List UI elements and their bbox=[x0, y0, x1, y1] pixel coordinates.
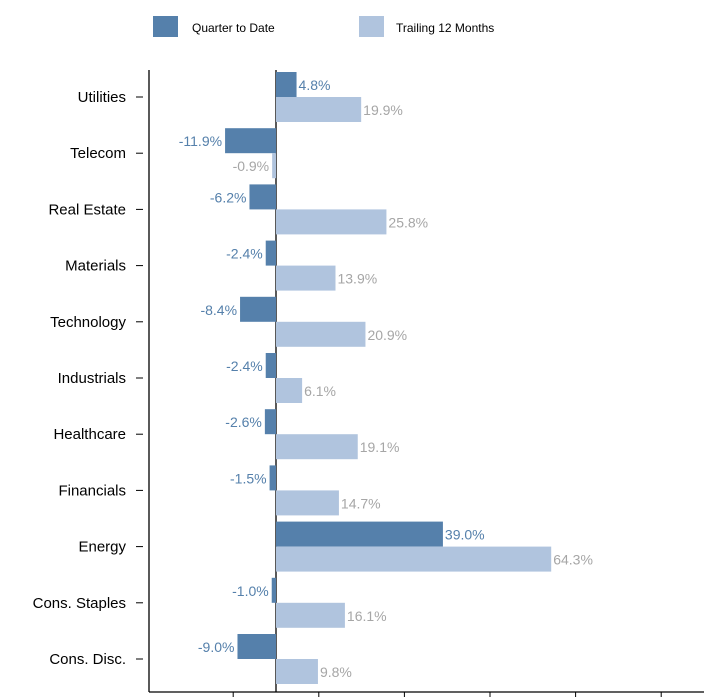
bar-1-3 bbox=[276, 265, 336, 291]
legend-label-0: Quarter to Date bbox=[192, 21, 275, 35]
legend-label-1: Trailing 12 Months bbox=[396, 21, 494, 35]
bar-1-1 bbox=[272, 153, 276, 179]
value-label-0-10: -9.0% bbox=[198, 639, 235, 655]
category-label-8: Energy bbox=[78, 539, 126, 556]
value-label-0-9: -1.0% bbox=[232, 583, 269, 599]
category-label-0: Utilities bbox=[78, 89, 126, 106]
value-label-1-3: 13.9% bbox=[337, 271, 377, 287]
legend: Quarter to Date Trailing 12 Months bbox=[153, 16, 494, 37]
value-label-0-5: -2.4% bbox=[226, 358, 263, 374]
bars bbox=[225, 72, 552, 684]
bar-0-8 bbox=[276, 521, 443, 547]
bar-1-10 bbox=[276, 659, 318, 684]
value-label-0-6: -2.6% bbox=[225, 414, 262, 430]
category-label-9: Cons. Staples bbox=[33, 595, 126, 612]
bar-1-6 bbox=[276, 434, 358, 460]
bar-1-0 bbox=[276, 97, 362, 122]
value-label-1-4: 20.9% bbox=[367, 327, 407, 343]
bar-0-6 bbox=[264, 409, 276, 435]
value-label-0-7: -1.5% bbox=[230, 470, 267, 486]
value-label-1-0: 19.9% bbox=[363, 102, 403, 118]
bar-1-7 bbox=[276, 490, 339, 516]
bar-0-3 bbox=[265, 240, 276, 266]
value-label-1-2: 25.8% bbox=[388, 214, 428, 230]
bar-1-4 bbox=[276, 321, 366, 347]
labels: Utilities 4.8% 19.9% Telecom -11.9% -0.9% Real… bbox=[33, 77, 593, 680]
value-label-0-0: 4.8% bbox=[299, 77, 331, 93]
value-label-0-1: -11.9% bbox=[179, 133, 222, 149]
value-label-1-8: 64.3% bbox=[553, 552, 593, 568]
category-label-5: Industrials bbox=[58, 370, 126, 387]
value-label-0-2: -6.2% bbox=[210, 189, 247, 205]
value-label-1-10: 9.8% bbox=[320, 664, 352, 680]
value-label-1-9: 16.1% bbox=[347, 608, 387, 624]
category-label-7: Financials bbox=[58, 482, 126, 499]
bar-1-9 bbox=[276, 602, 345, 628]
bar-1-2 bbox=[276, 209, 387, 235]
bar-0-10 bbox=[237, 634, 276, 659]
value-label-1-1: -0.9% bbox=[233, 158, 270, 174]
bar-1-5 bbox=[276, 378, 303, 403]
bar-1-8 bbox=[276, 546, 552, 572]
value-label-1-5: 6.1% bbox=[304, 383, 336, 399]
value-label-0-4: -8.4% bbox=[200, 302, 237, 318]
bar-0-9 bbox=[271, 577, 276, 603]
category-label-10: Cons. Disc. bbox=[49, 651, 126, 668]
bar-0-7 bbox=[269, 465, 276, 491]
category-label-2: Real Estate bbox=[48, 201, 126, 218]
value-label-1-6: 19.1% bbox=[360, 439, 400, 455]
category-label-1: Telecom bbox=[70, 145, 126, 162]
value-label-1-7: 14.7% bbox=[341, 495, 381, 511]
category-label-3: Materials bbox=[65, 258, 126, 275]
category-label-4: Technology bbox=[50, 314, 126, 331]
category-label-6: Healthcare bbox=[53, 426, 126, 443]
value-label-0-8: 39.0% bbox=[445, 527, 485, 543]
bar-0-1 bbox=[225, 128, 276, 154]
bar-0-2 bbox=[249, 184, 276, 210]
legend-swatch-1 bbox=[359, 16, 384, 37]
legend-swatch-0 bbox=[153, 16, 178, 37]
bar-0-4 bbox=[240, 296, 276, 322]
axes bbox=[136, 70, 704, 697]
bar-0-5 bbox=[265, 353, 276, 378]
bar-0-0 bbox=[276, 72, 297, 97]
value-label-0-3: -2.4% bbox=[226, 246, 263, 262]
